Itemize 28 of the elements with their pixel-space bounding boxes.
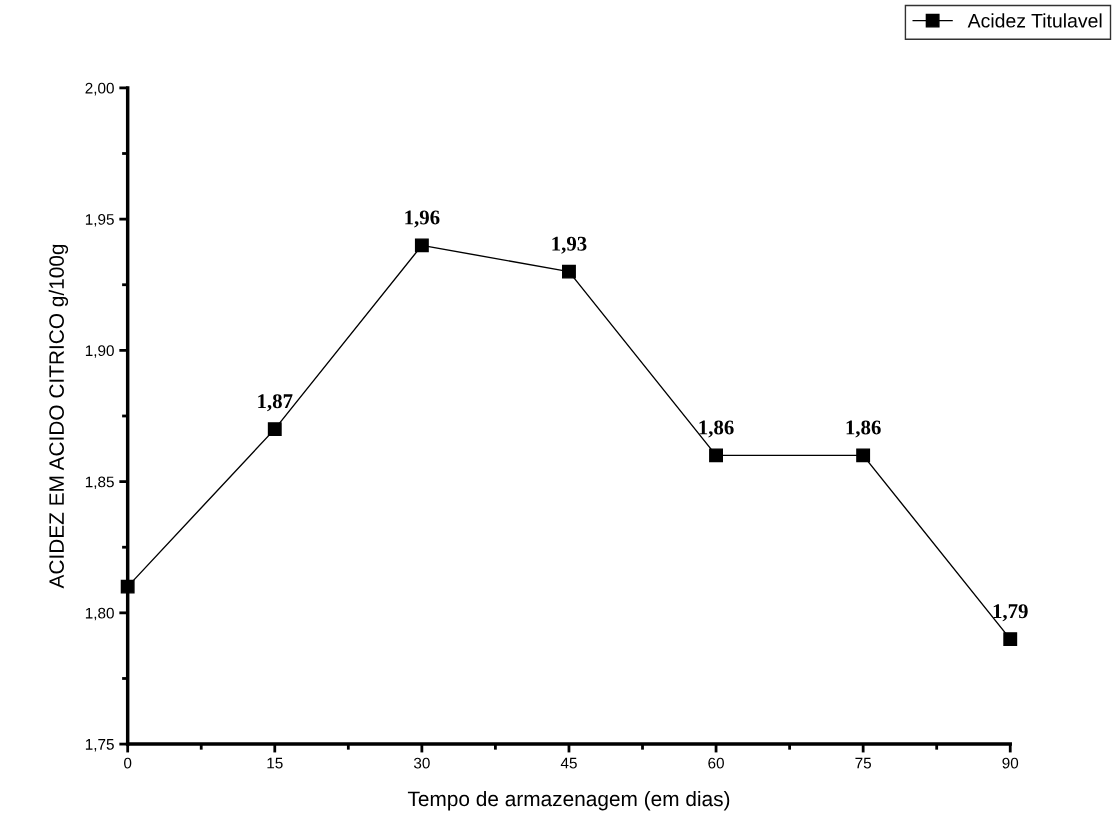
legend-label: Acidez Titulavel	[967, 13, 1102, 28]
x-tick-label: 0	[124, 757, 132, 769]
data-label: 1,79	[993, 604, 1028, 622]
x-tick-label: 90	[1002, 757, 1019, 769]
data-label: 1,86	[846, 420, 881, 438]
y-tick-label: 1,95	[85, 213, 114, 227]
x-axis-title: Tempo de armazenagem (em dias)	[407, 790, 730, 811]
y-tick-label: 1,80	[85, 607, 114, 621]
point	[562, 264, 576, 279]
y-tick-label: 1,75	[85, 739, 114, 752]
y-tick-label: 2,00	[85, 82, 114, 96]
annotation: 1,96	[405, 210, 440, 228]
x-tick-label: 60	[708, 757, 724, 769]
x-tick-label: 15	[267, 757, 283, 769]
y-tick-label: 1,90	[85, 345, 114, 358]
point	[856, 448, 871, 463]
point	[1003, 632, 1018, 647]
y-axis-title: ACIDEZ EM ACIDO CITRICO g/100g	[48, 244, 69, 589]
data-label: 1,86	[699, 420, 734, 438]
x-tick-label: 30	[413, 757, 430, 769]
x-tick-label: 75	[855, 757, 871, 769]
point	[414, 238, 429, 253]
data-label: 1,87	[258, 394, 293, 412]
point	[709, 448, 723, 463]
data-label: 1,93	[552, 236, 587, 254]
x-tick-label: 45	[560, 757, 577, 769]
point	[267, 422, 282, 437]
y-tick-label: 1,85	[85, 476, 114, 490]
